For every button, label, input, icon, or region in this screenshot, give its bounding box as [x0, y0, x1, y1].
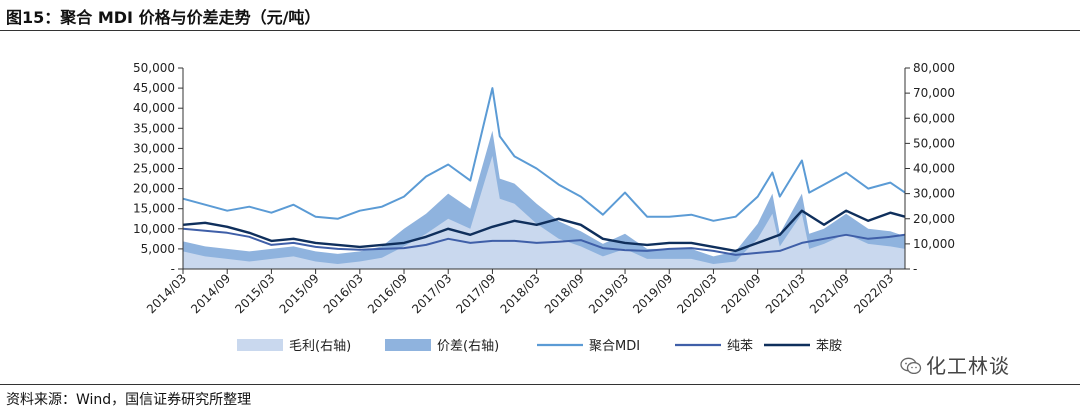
left-tick-label: 20,000: [133, 182, 175, 196]
area-series-group: [183, 130, 905, 269]
x-tick-label: 2021/09: [807, 271, 852, 316]
left-tick-label: 50,000: [133, 61, 175, 75]
figure-title: 图15：聚合 MDI 价格与价差走势（元/吨）: [6, 8, 321, 27]
right-tick-label: 40,000: [913, 162, 955, 176]
series-area-margin: [183, 155, 905, 269]
top-divider: [0, 30, 1080, 31]
legend-label: 苯胺: [816, 339, 842, 354]
left-tick-label: 5,000: [141, 242, 175, 256]
bottom-divider: [0, 384, 1080, 385]
left-tick-label: 30,000: [133, 141, 175, 155]
x-tick-label: 2016/09: [365, 271, 410, 316]
left-tick-label: 45,000: [133, 81, 175, 95]
x-tick-label: 2015/09: [277, 271, 322, 316]
x-tick-label: 2022/03: [851, 271, 896, 316]
series-line-aniline: [182, 209, 906, 253]
x-tick-label: 2019/09: [630, 271, 675, 316]
legend-item: 聚合MDI: [537, 339, 640, 354]
x-tick-label: 2014/09: [188, 271, 233, 316]
left-tick-label: 35,000: [133, 121, 175, 135]
x-tick-label: 2017/03: [409, 271, 454, 316]
axes-group: - 5,000 10,000 15,000 20,000 25,000 30,000 35,0…: [133, 61, 955, 316]
right-tick-label: 60,000: [913, 111, 955, 125]
right-tick-label: 10,000: [913, 237, 955, 251]
legend-label: 聚合MDI: [589, 339, 640, 354]
legend-item: 价差(右轴): [385, 339, 499, 354]
series-line-mdi: [182, 87, 906, 222]
x-tick-label: 2015/03: [232, 271, 277, 316]
right-tick-label: 30,000: [913, 187, 955, 201]
legend-swatch: [237, 339, 283, 351]
x-tick-label: 2020/03: [674, 271, 719, 316]
left-tick-label: 40,000: [133, 101, 175, 115]
x-tick-label: 2016/03: [321, 271, 366, 316]
source-note: 资料来源：Wind，国信证券研究所整理: [6, 392, 252, 408]
watermark: 化工林谈: [900, 350, 1010, 379]
x-tick-label: 2021/03: [763, 271, 808, 316]
right-tick-label: 80,000: [913, 61, 955, 75]
x-tick-label: 2019/03: [586, 271, 631, 316]
x-tick-label: 2017/09: [453, 271, 498, 316]
x-tick-label: 2018/03: [498, 271, 543, 316]
x-tick-label: 2020/09: [719, 271, 764, 316]
x-tick-label: 2018/09: [542, 271, 587, 316]
right-tick-label: 20,000: [913, 212, 955, 226]
legend-item: 苯胺: [764, 339, 842, 354]
right-tick-label: 70,000: [913, 86, 955, 100]
legend-label: 纯苯: [727, 339, 753, 354]
legend-label: 价差(右轴): [437, 339, 499, 354]
line-series-group: [182, 87, 906, 256]
left-tick-label: 15,000: [133, 202, 175, 216]
legend-item: 毛利(右轴): [237, 339, 351, 354]
watermark-text: 化工林谈: [926, 354, 1010, 378]
chart-legend: 毛利(右轴) 价差(右轴) 聚合MDI 纯苯 苯胺: [237, 339, 842, 354]
left-tick-label: -: [171, 262, 175, 276]
wechat-icon: [900, 357, 922, 375]
right-tick-label: -: [913, 262, 917, 276]
legend-label: 毛利(右轴): [289, 339, 351, 354]
mdi-price-chart: - 5,000 10,000 15,000 20,000 25,000 30,000 35,0…: [133, 61, 955, 354]
right-tick-label: 50,000: [913, 136, 955, 150]
legend-item: 纯苯: [675, 339, 753, 354]
x-tick-label: 2014/03: [144, 271, 189, 316]
legend-swatch: [385, 339, 431, 351]
series-line-benzene: [182, 227, 906, 256]
left-tick-label: 10,000: [133, 222, 175, 236]
left-tick-label: 25,000: [133, 162, 175, 176]
